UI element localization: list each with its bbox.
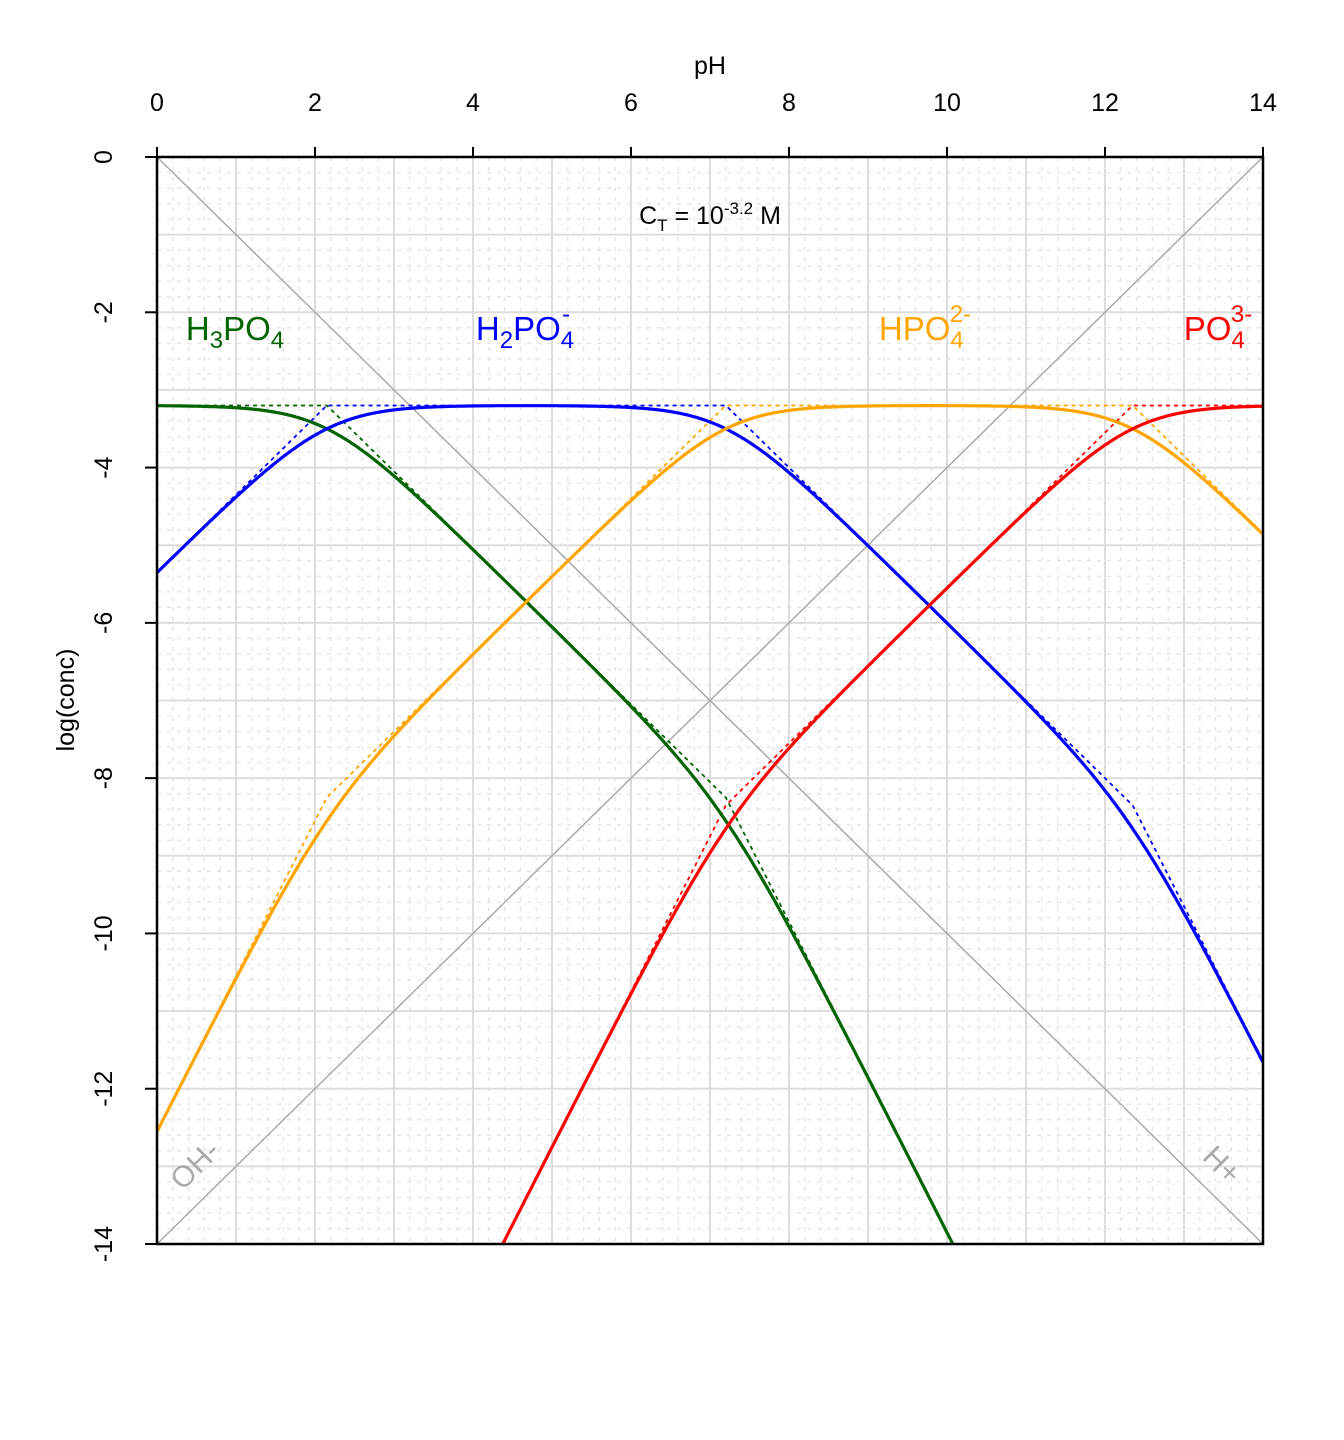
oh-label: OH- [164,1134,226,1196]
species-curves [157,404,1263,1244]
y-tick-label: -14 [90,1226,118,1262]
asymptote-3 [501,404,1263,1244]
x-tick-label: 6 [624,89,638,117]
x-tick-label: 4 [466,89,480,117]
series-label-2: HPO42- [879,301,971,354]
y-tick-label: 0 [90,150,118,164]
y-axis-label: log(conc) [52,649,80,752]
x-tick-label: 2 [308,89,322,117]
asymptote-0 [157,404,954,1244]
series-line-3 [500,404,1263,1244]
series-line-2 [157,404,1263,1133]
h-label: H+ [1196,1140,1247,1191]
species-labels: H3PO4 H2PO4- HPO42- PO43- [186,301,1252,354]
y-tick-label: -2 [90,301,118,323]
water-lines [157,157,1263,1244]
y-tick-label: -8 [90,767,118,789]
y-tick-label: -6 [90,612,118,634]
y-tick-label: -4 [90,456,118,478]
x-axis-label: pH [694,52,726,80]
ct-annotation: CT = 10-3.2 M [639,199,781,235]
x-tick-label: 12 [1091,89,1119,117]
y-tick-label: -12 [90,1071,118,1107]
series-label-0: H3PO4 [186,310,284,354]
x-tick-label: 8 [782,89,796,117]
series-label-3: PO43- [1184,301,1252,354]
x-tick-label: 14 [1249,89,1277,117]
x-tick-label: 10 [933,89,961,117]
axes: 0 2 4 6 8 10 12 14 0 -2 -4 -6 -8 -10 -12 -14 [90,89,1277,1262]
series-line-0 [157,404,955,1244]
x-tick-label: 0 [150,89,164,117]
series-line-1 [157,404,1263,1064]
series-label-1: H2PO4- [476,301,574,354]
y-tick-label: -10 [90,915,118,951]
oh-minus-line [157,157,1263,1244]
plot-frame [155,155,1265,1246]
